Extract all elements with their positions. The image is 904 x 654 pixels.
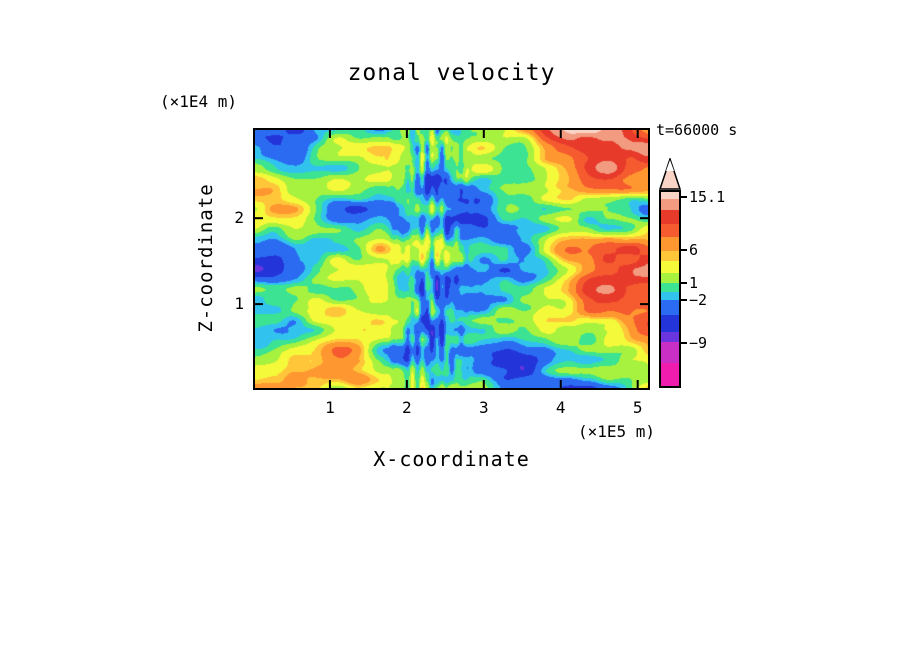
y-tick-label: 1 [234, 294, 244, 314]
colorbar-segment [661, 237, 679, 251]
colorbar-tick-label: 6 [689, 240, 699, 259]
colorbar-tick-label: 15.1 [689, 187, 726, 206]
colorbar-tick [681, 299, 687, 302]
colorbar-segment [661, 223, 679, 238]
y-tick-label: 2 [234, 208, 244, 228]
y-axis-unit-label: (×1E4 m) [160, 92, 238, 111]
colorbar-segment [661, 272, 679, 284]
colorbar-tick-label: 1 [689, 274, 699, 293]
colorbar-segment [661, 315, 679, 333]
colorbar-tick-label: −2 [689, 291, 708, 310]
colorbar-tick [681, 195, 687, 198]
heatmap-canvas [253, 128, 650, 390]
plot-frame [253, 128, 650, 390]
colorbar-segment [661, 192, 679, 199]
colorbar [659, 190, 681, 388]
x-axis-label: X-coordinate [373, 447, 530, 471]
x-tick-label: 3 [478, 398, 489, 417]
colorbar-arrow-icon [659, 158, 681, 190]
plot-area [253, 128, 650, 390]
x-tick-label: 1 [325, 398, 335, 417]
colorbar-segment [661, 341, 679, 363]
colorbar-segment [661, 299, 679, 316]
x-tick-label: 2 [402, 398, 412, 417]
plot-border [253, 128, 650, 390]
colorbar-segment [661, 261, 679, 273]
colorbar-segment [661, 198, 679, 211]
colorbar-tick [681, 282, 687, 285]
colorbar-tick-label: −9 [689, 334, 708, 353]
colorbar-segment [661, 332, 679, 342]
time-annotation: t=66000 s [656, 121, 738, 139]
x-axis-unit-label: (×1E5 m) [577, 422, 655, 441]
colorbar-segment [661, 362, 679, 386]
colorbar-segment [661, 210, 679, 224]
colorbar-tick [681, 342, 687, 345]
chart-title: zonal velocity [347, 60, 556, 86]
colorbar-segment [661, 283, 679, 292]
colorbar-arrow-body [659, 158, 681, 190]
colorbar-tick [681, 248, 687, 251]
colorbar-arrow-tip [666, 160, 674, 171]
colorbar-segment [661, 250, 679, 262]
x-tick-label: 4 [555, 398, 566, 417]
colorbar-segment [661, 291, 679, 300]
x-tick-label: 5 [632, 398, 643, 417]
